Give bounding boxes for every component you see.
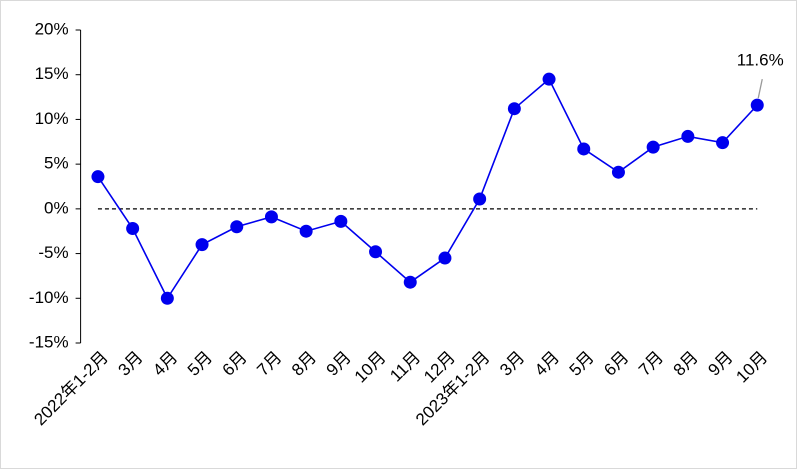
data-point bbox=[716, 136, 730, 150]
y-tick-label: 0% bbox=[44, 198, 69, 217]
data-point bbox=[681, 129, 695, 143]
label-leader bbox=[757, 78, 763, 99]
data-point bbox=[542, 72, 556, 86]
y-tick-label: 20% bbox=[35, 19, 69, 38]
data-point bbox=[126, 222, 140, 236]
data-point bbox=[577, 142, 591, 156]
data-point bbox=[611, 165, 625, 179]
data-point bbox=[369, 245, 383, 259]
y-tick-label: -5% bbox=[38, 243, 68, 262]
data-point bbox=[473, 192, 487, 206]
data-point bbox=[230, 220, 244, 234]
y-tick-label: -10% bbox=[29, 288, 69, 307]
data-point bbox=[299, 224, 313, 238]
data-point bbox=[195, 238, 209, 252]
y-tick-label: 10% bbox=[35, 109, 69, 128]
data-point bbox=[334, 214, 348, 228]
data-point bbox=[91, 170, 105, 184]
data-point bbox=[646, 140, 660, 154]
data-point bbox=[438, 251, 452, 265]
y-tick-label: 5% bbox=[44, 154, 69, 173]
y-tick-label: 15% bbox=[35, 64, 69, 83]
data-point bbox=[507, 102, 521, 116]
data-point bbox=[750, 98, 764, 112]
data-label: 11.6% bbox=[737, 51, 784, 70]
data-point bbox=[403, 275, 417, 289]
data-point bbox=[160, 291, 174, 305]
y-tick-label: -15% bbox=[29, 332, 69, 351]
data-point bbox=[264, 210, 278, 224]
data-line bbox=[97, 77, 758, 300]
